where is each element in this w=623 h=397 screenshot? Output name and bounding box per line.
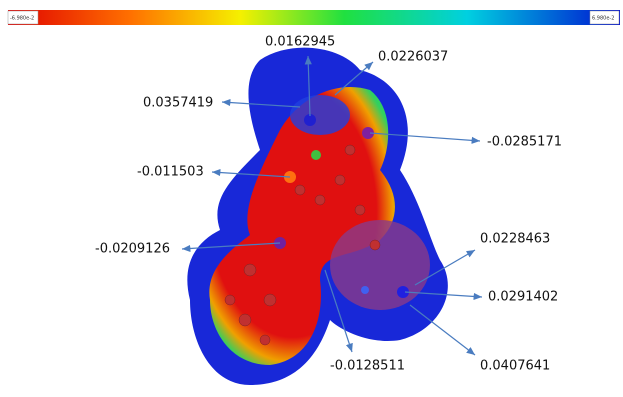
charge-label: -0.0285171 — [487, 135, 562, 150]
charge-label: -0.011503 — [137, 165, 204, 180]
charge-label: 0.0226037 — [378, 50, 448, 65]
charge-label: 0.0357419 — [143, 96, 213, 111]
color-scale — [8, 10, 620, 25]
charge-label: -0.0209126 — [95, 242, 170, 257]
figure: -6.980e-2 6.980e-2 0.0162945 0.0226037 0.0… — [0, 0, 623, 397]
molecule-map — [187, 48, 448, 385]
scale-max: 6.980e-2 — [592, 16, 614, 22]
charge-label: -0.0128511 — [330, 359, 405, 374]
charge-label: 0.0291402 — [488, 290, 558, 305]
charge-label: 0.0228463 — [480, 232, 550, 247]
charge-label: 0.0162945 — [265, 35, 335, 50]
scale-min: -6.980e-2 — [10, 16, 34, 22]
charge-label: 0.0407641 — [480, 359, 550, 374]
